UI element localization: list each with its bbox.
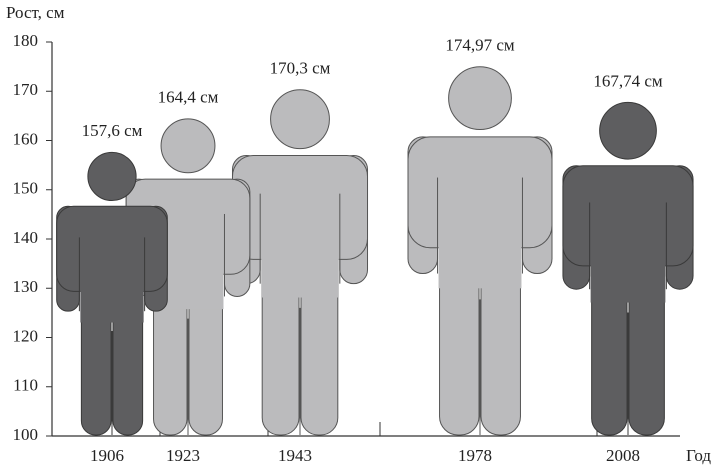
x-tick-label: 1923 (166, 446, 200, 465)
y-tick-label: 130 (13, 277, 39, 296)
head (87, 151, 137, 202)
value-label: 174,97 см (445, 36, 515, 55)
y-tick-label: 160 (13, 129, 39, 148)
x-tick-label: 1943 (278, 446, 312, 465)
figure (562, 101, 694, 436)
head (160, 118, 216, 174)
y-tick-label: 120 (13, 326, 39, 345)
y-tick-label: 170 (13, 80, 39, 99)
x-tick-label: 1978 (458, 446, 492, 465)
y-tick-label: 150 (13, 179, 39, 198)
figure (407, 66, 553, 436)
value-label: 167,74 см (593, 71, 663, 90)
value-label: 170,3 см (270, 59, 331, 78)
figure (231, 89, 369, 436)
y-tick-label: 100 (13, 425, 39, 444)
torso-fill (438, 177, 522, 289)
head (270, 89, 330, 150)
figure (56, 151, 168, 436)
x-tick-label: 2008 (606, 446, 640, 465)
value-label: 164,4 см (158, 88, 219, 107)
value-label: 157,6 см (82, 121, 143, 140)
y-tick-label: 110 (13, 376, 38, 395)
head (448, 66, 512, 131)
y-tick-label: 140 (13, 228, 39, 247)
x-tick-label: 1906 (90, 446, 124, 465)
torso-fill (590, 202, 666, 303)
torso-fill (80, 237, 144, 323)
head (599, 101, 657, 160)
y-axis-label: Рост, см (6, 3, 65, 22)
y-tick-label: 180 (13, 31, 39, 50)
x-axis-label: Год (686, 446, 711, 465)
torso-fill (261, 193, 339, 298)
